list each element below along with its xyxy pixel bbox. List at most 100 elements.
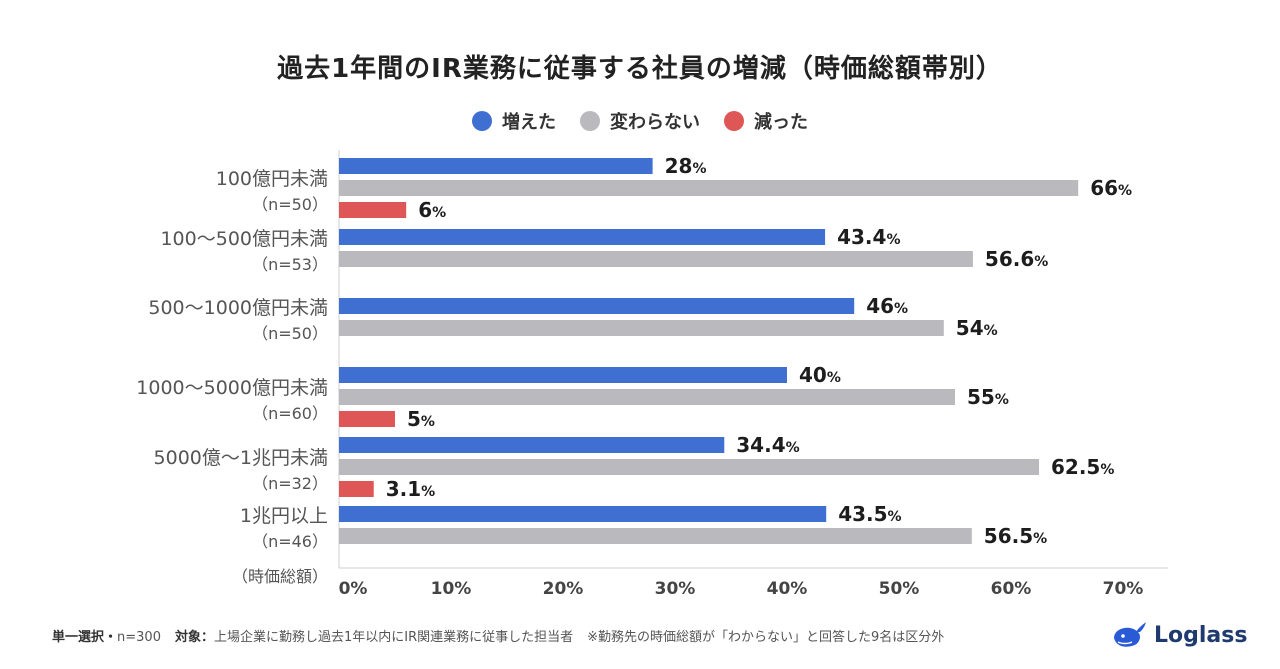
legend-dot-icon	[472, 111, 492, 131]
bar-increased	[339, 298, 855, 314]
data-label: 43.5%	[838, 502, 901, 526]
bar-unchanged	[339, 389, 955, 405]
bar-unchanged	[339, 251, 973, 267]
category-label: 1000〜5000億円未満	[136, 377, 328, 399]
x-tick-label: 20%	[543, 579, 584, 599]
data-label-unit: %	[1118, 183, 1132, 199]
x-tick-label: 60%	[991, 579, 1032, 599]
loglass-logo: Loglass	[1110, 620, 1247, 650]
bar-decreased	[339, 202, 407, 218]
data-label-value: 56.6	[985, 247, 1034, 271]
data-label-unit: %	[1100, 462, 1114, 478]
bar-unchanged	[339, 528, 972, 544]
chart-title: 過去1年間のIR業務に従事する社員の増減（時価総額帯別）	[277, 54, 1003, 84]
bar-unchanged	[339, 320, 944, 336]
category-label: 1兆円以上	[240, 505, 328, 527]
legend-label: 変わらない	[610, 112, 700, 133]
x-tick-label: 30%	[655, 579, 696, 599]
bar-increased	[339, 367, 787, 383]
data-label: 34.4%	[736, 433, 799, 457]
data-label-value: 34.4	[736, 433, 785, 457]
data-label-unit: %	[421, 484, 435, 500]
logo-text: Loglass	[1154, 622, 1248, 648]
bar-decreased	[339, 411, 395, 427]
category-n-label: （n=50）	[252, 324, 328, 343]
data-label-value: 62.5	[1051, 455, 1100, 479]
data-label: 66%	[1090, 176, 1132, 200]
legend-dot-icon	[724, 111, 744, 131]
footer-exclusion-note: ※勤務先の時価総額が「わからない」と回答した9名は区分外	[587, 630, 945, 645]
data-label-value: 28	[665, 154, 693, 178]
data-label-unit: %	[692, 161, 706, 177]
data-label-value: 3.1	[386, 477, 421, 501]
category-n-label: （n=60）	[252, 404, 328, 423]
category-n-label: （n=53）	[252, 255, 328, 274]
data-label-value: 6	[418, 198, 432, 222]
data-label-unit: %	[888, 509, 902, 525]
legend-item-unchanged: 変わらない	[580, 108, 700, 134]
data-label-unit: %	[886, 232, 900, 248]
footer-target-label: 対象：	[174, 630, 214, 645]
legend-label: 増えた	[502, 112, 556, 133]
data-label-unit: %	[786, 440, 800, 456]
data-label-value: 40	[799, 363, 827, 387]
category-label: 100億円未満	[216, 168, 328, 190]
footer-n-total: n=300	[117, 630, 161, 645]
data-label: 56.6%	[985, 247, 1048, 271]
data-label-value: 43.5	[838, 502, 887, 526]
category-label: 100〜500億円未満	[160, 228, 328, 250]
x-tick-label: 70%	[1103, 579, 1144, 599]
bar-increased	[339, 506, 827, 522]
legend-item-increased: 増えた	[472, 108, 556, 134]
x-tick-label: 0%	[339, 579, 368, 599]
x-tick-label: 50%	[879, 579, 920, 599]
data-label-value: 46	[866, 294, 894, 318]
data-label-value: 55	[967, 385, 995, 409]
x-tick-label: 10%	[431, 579, 472, 599]
data-label: 62.5%	[1051, 455, 1114, 479]
data-label-unit: %	[421, 414, 435, 430]
category-n-label: （n=46）	[252, 532, 328, 551]
data-label-value: 56.5	[984, 524, 1033, 548]
data-label: 28%	[665, 154, 707, 178]
category-n-label: （n=50）	[252, 195, 328, 214]
data-label-unit: %	[984, 323, 998, 339]
data-label-value: 66	[1090, 176, 1118, 200]
legend: 増えた 変わらない 減った	[0, 108, 1280, 134]
data-label-value: 5	[407, 407, 421, 431]
data-label-value: 54	[956, 316, 984, 340]
legend-dot-icon	[580, 111, 600, 131]
data-label-unit: %	[1033, 531, 1047, 547]
category-label: 500〜1000億円未満	[148, 297, 328, 319]
data-label: 3.1%	[386, 477, 435, 501]
bar-increased	[339, 229, 826, 245]
data-label: 5%	[407, 407, 435, 431]
data-label: 56.5%	[984, 524, 1047, 548]
footer-note: 単一選択・n=300 対象：上場企業に勤務し過去1年以内にIR関連業務に従事した担…	[52, 626, 944, 645]
axis-title: （時価総額）	[232, 567, 328, 586]
bar-decreased	[339, 481, 374, 497]
x-tick-label: 40%	[767, 579, 808, 599]
data-label-unit: %	[995, 392, 1009, 408]
bar-unchanged	[339, 180, 1079, 196]
data-label-unit: %	[827, 370, 841, 386]
bar-unchanged	[339, 459, 1039, 475]
data-label: 43.4%	[837, 225, 900, 249]
bar-increased	[339, 437, 725, 453]
legend-item-decreased: 減った	[724, 108, 808, 134]
whale-logo-icon	[1114, 622, 1146, 647]
legend-label: 減った	[754, 112, 808, 133]
category-n-label: （n=32）	[252, 474, 328, 493]
data-label: 46%	[866, 294, 908, 318]
data-label-unit: %	[894, 301, 908, 317]
data-label: 54%	[956, 316, 998, 340]
bar-increased	[339, 158, 653, 174]
data-label-unit: %	[432, 205, 446, 221]
footer-selection: 単一選択・	[52, 630, 118, 645]
data-label: 55%	[967, 385, 1009, 409]
data-label: 40%	[799, 363, 841, 387]
footer-target-text: 上場企業に勤務し過去1年以内にIR関連業務に従事した担当者	[213, 630, 574, 645]
data-label: 6%	[418, 198, 446, 222]
category-label: 5000億〜1兆円未満	[154, 447, 328, 469]
